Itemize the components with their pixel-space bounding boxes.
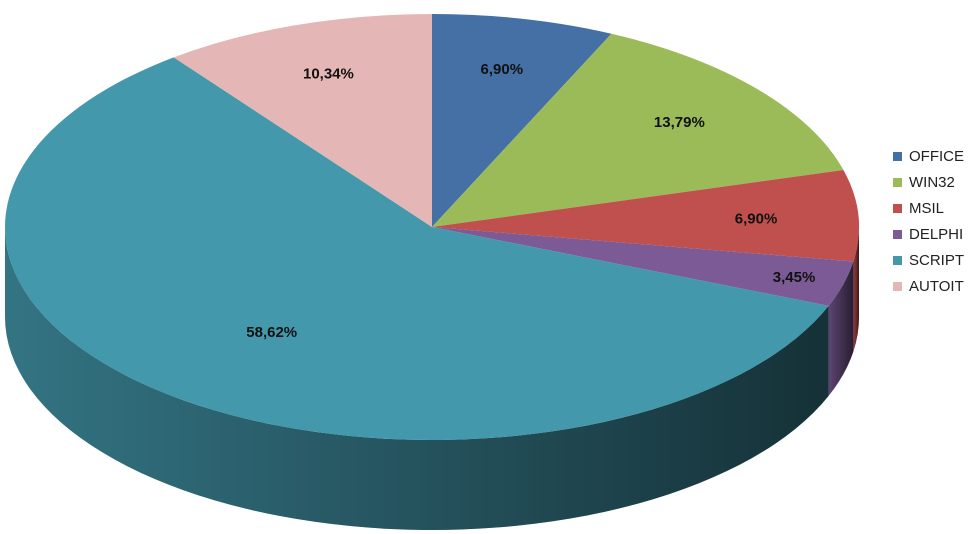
legend-label: DELPHI (909, 225, 964, 243)
pie-slice-autoit (173, 14, 432, 227)
pie-side-shading (828, 261, 854, 396)
data-label-msil: 6,90% (735, 210, 778, 227)
pie-3d-side (5, 227, 859, 530)
pie-slice-msil (432, 170, 859, 262)
legend-swatch (893, 151, 902, 161)
pie-data-labels: 6,90% 13,79% 6,90% 3,45% 58,62% 10,34% (246, 61, 815, 341)
legend-item-script: SCRIPT (893, 247, 964, 273)
legend-label: SCRIPT (909, 251, 965, 269)
pie-slice-delphi (432, 227, 854, 306)
legend-swatch (893, 255, 902, 265)
data-label-delphi: 3,45% (773, 269, 816, 286)
pie-side-shading (5, 227, 829, 530)
pie-slice-win32 (432, 33, 844, 228)
data-label-win32: 13,79% (654, 114, 705, 131)
legend-item-msil: MSIL (893, 195, 964, 221)
legend-item-office: OFFICE (893, 143, 964, 169)
legend-item-win32: WIN32 (893, 169, 964, 195)
legend-swatch (893, 177, 902, 187)
legend-label: WIN32 (909, 173, 955, 191)
legend: OFFICE WIN32 MSIL DELPHI SCRIPT AUTOIT (893, 143, 964, 299)
legend-swatch (893, 229, 902, 239)
legend-swatch (893, 203, 902, 213)
data-label-script: 58,62% (246, 324, 297, 341)
data-label-office: 6,90% (481, 61, 524, 78)
pie-slice-office (432, 14, 612, 227)
legend-label: OFFICE (909, 147, 964, 165)
legend-label: AUTOIT (909, 277, 964, 295)
pie-side-shading (853, 227, 859, 352)
legend-item-delphi: DELPHI (893, 221, 964, 247)
legend-item-autoit: AUTOIT (893, 273, 964, 299)
legend-swatch (893, 281, 902, 291)
pie-top-slices (4, 14, 859, 440)
pie-slice-script (4, 57, 829, 440)
data-label-autoit: 10,34% (303, 66, 354, 83)
legend-label: MSIL (909, 199, 945, 217)
